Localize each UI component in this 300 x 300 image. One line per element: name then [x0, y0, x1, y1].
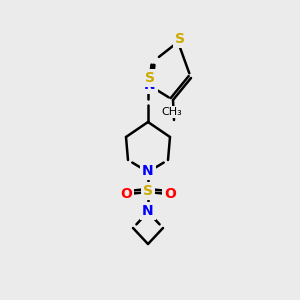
Text: N: N: [142, 204, 154, 218]
Text: O: O: [164, 187, 176, 201]
Text: N: N: [142, 164, 154, 178]
Text: S: S: [143, 184, 153, 198]
Text: S: S: [175, 32, 185, 46]
Text: O: O: [120, 187, 132, 201]
Text: N: N: [144, 78, 156, 92]
Text: CH₃: CH₃: [162, 107, 182, 117]
Text: S: S: [145, 71, 155, 85]
